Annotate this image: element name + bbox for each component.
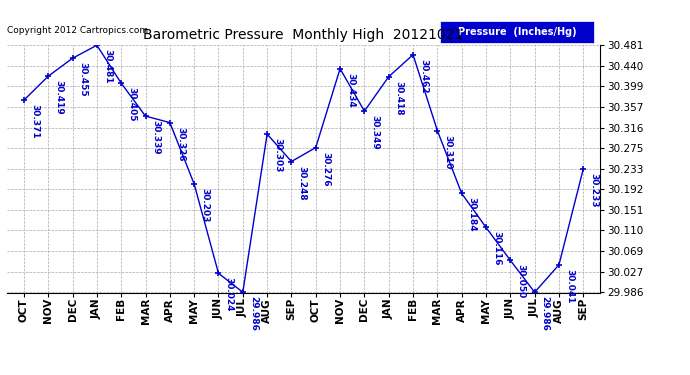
Text: Pressure  (Inches/Hg): Pressure (Inches/Hg) bbox=[458, 27, 577, 37]
Text: 29.986: 29.986 bbox=[541, 296, 550, 331]
Text: 30.419: 30.419 bbox=[55, 80, 63, 115]
Text: 30.481: 30.481 bbox=[103, 49, 112, 84]
Text: 30.303: 30.303 bbox=[273, 138, 282, 172]
Text: 30.349: 30.349 bbox=[371, 115, 380, 150]
Text: 30.326: 30.326 bbox=[176, 127, 185, 161]
Text: 30.455: 30.455 bbox=[79, 62, 88, 97]
Text: 30.203: 30.203 bbox=[200, 188, 209, 222]
FancyBboxPatch shape bbox=[440, 21, 594, 42]
Text: 30.405: 30.405 bbox=[127, 87, 137, 122]
Text: 30.041: 30.041 bbox=[565, 269, 574, 303]
Text: 30.276: 30.276 bbox=[322, 152, 331, 186]
Title: Barometric Pressure  Monthly High  20121021: Barometric Pressure Monthly High 2012102… bbox=[144, 28, 464, 42]
Text: 30.050: 30.050 bbox=[516, 264, 525, 298]
Text: 30.310: 30.310 bbox=[444, 135, 453, 169]
Text: 30.434: 30.434 bbox=[346, 73, 355, 108]
Text: 30.116: 30.116 bbox=[492, 231, 501, 266]
Text: 30.184: 30.184 bbox=[468, 198, 477, 232]
Text: 30.248: 30.248 bbox=[297, 165, 306, 200]
Text: 30.462: 30.462 bbox=[419, 59, 428, 93]
Text: 30.233: 30.233 bbox=[589, 173, 598, 207]
Text: 30.339: 30.339 bbox=[152, 120, 161, 155]
Text: 30.024: 30.024 bbox=[224, 277, 233, 312]
Text: Copyright 2012 Cartropics.com: Copyright 2012 Cartropics.com bbox=[7, 26, 148, 35]
Text: 30.418: 30.418 bbox=[395, 81, 404, 115]
Text: 30.371: 30.371 bbox=[30, 104, 39, 139]
Text: 29.986: 29.986 bbox=[249, 296, 258, 331]
